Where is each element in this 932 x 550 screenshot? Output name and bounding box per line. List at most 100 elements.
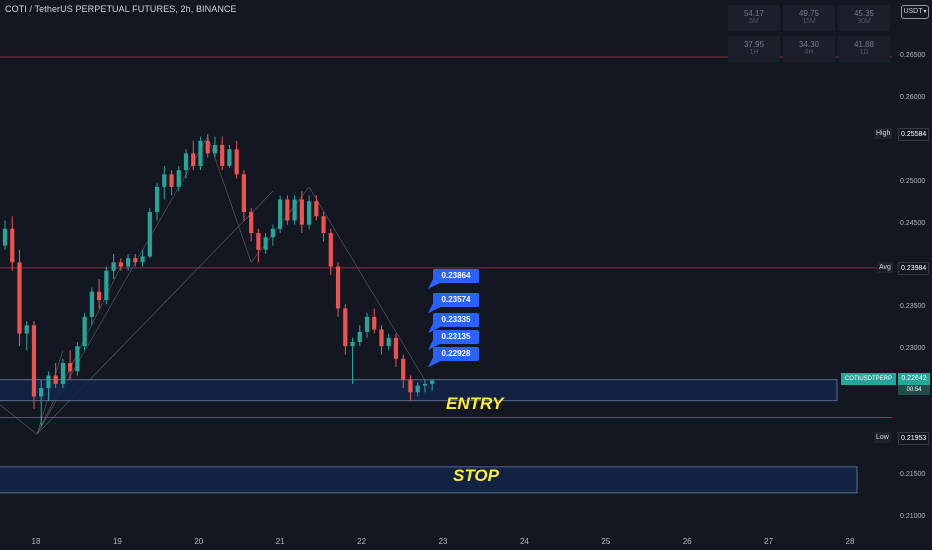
current-symbol: COTIUSDTPERP xyxy=(841,373,896,385)
candle-body xyxy=(191,153,196,166)
candle-body xyxy=(133,258,138,263)
candle xyxy=(183,149,189,179)
candle-body xyxy=(350,341,355,347)
candle xyxy=(176,165,181,192)
rsi-value: 49.75 xyxy=(798,9,820,18)
candle-body xyxy=(314,201,319,217)
candle xyxy=(379,325,384,355)
rsi-cell: 34.30 4H xyxy=(783,36,835,62)
chart-title: COTI / TetherUS PERPETUAL FUTURES, 2h, B… xyxy=(5,4,237,14)
candle-body xyxy=(306,201,312,225)
rsi-value: 41.88 xyxy=(853,40,875,49)
candle-body xyxy=(393,337,399,359)
candle-body xyxy=(241,174,247,213)
date-tick-label: 27 xyxy=(764,537,774,546)
rsi-value: 37.95 xyxy=(743,40,765,49)
candle-body xyxy=(60,362,66,384)
candle-body xyxy=(176,170,181,187)
candle xyxy=(430,378,435,391)
date-tick-label: 24 xyxy=(519,537,529,546)
candle xyxy=(321,212,326,242)
candle-body xyxy=(147,212,152,257)
candle xyxy=(68,350,73,380)
date-tick-label: 25 xyxy=(601,537,611,546)
candle-body xyxy=(17,262,22,334)
rsi-cell: 45.35 30M xyxy=(838,5,890,31)
candle-body xyxy=(256,233,261,250)
rsi-timeframe: 4H xyxy=(804,49,814,56)
fan-line xyxy=(308,186,433,393)
candle-body xyxy=(89,291,94,317)
candle xyxy=(162,165,167,200)
currency-label: USDT xyxy=(903,8,923,15)
candle xyxy=(82,312,87,351)
low-value: 0.21953 xyxy=(898,432,930,446)
candle xyxy=(140,249,145,267)
candle xyxy=(278,195,283,234)
candle-body xyxy=(386,337,391,347)
candle xyxy=(415,382,420,397)
price-tick-label: 0.26500 xyxy=(900,52,926,59)
candle xyxy=(198,136,203,171)
candle xyxy=(169,170,174,196)
candle-body xyxy=(140,256,145,263)
candle xyxy=(104,266,109,305)
price-tick-label: 0.21000 xyxy=(900,513,926,520)
current-price-badge: COTIUSDTPERP 0.22642 00:54 xyxy=(841,373,930,395)
candle xyxy=(154,182,160,221)
current-price: 0.22642 xyxy=(898,373,930,385)
rsi-timeframe: 5M xyxy=(749,18,759,25)
candle xyxy=(372,308,377,334)
candle xyxy=(328,228,333,275)
candle xyxy=(2,220,8,250)
candle xyxy=(118,258,123,271)
avg-value: 0.23984 xyxy=(898,261,930,275)
candle-body xyxy=(10,228,15,263)
candle xyxy=(285,195,290,225)
candle-body xyxy=(53,375,58,384)
candle xyxy=(386,333,391,351)
currency-selector[interactable]: USDT▾ xyxy=(901,5,929,19)
target-label[interactable]: 0.23335 xyxy=(433,313,479,328)
date-tick-label: 23 xyxy=(438,537,448,546)
candle-body xyxy=(270,228,275,238)
rsi-cell: 49.75 15M xyxy=(783,5,835,31)
candle-body xyxy=(335,266,341,309)
date-tick-label: 22 xyxy=(357,537,367,546)
candle-body xyxy=(162,174,167,187)
price-tick-label: 0.21500 xyxy=(900,471,926,479)
rsi-cell: 41.88 1D xyxy=(838,36,890,62)
candle-body xyxy=(408,379,413,393)
rsi-value: 54.17 xyxy=(743,9,765,18)
target-label[interactable]: 0.23574 xyxy=(433,293,479,308)
target-label[interactable]: 0.23864 xyxy=(433,268,479,283)
target-label[interactable]: 0.23135 xyxy=(433,330,479,345)
candle-body xyxy=(299,199,304,225)
candle xyxy=(75,341,80,376)
candle xyxy=(270,224,275,246)
candle xyxy=(292,195,297,225)
candle xyxy=(263,233,268,254)
stop-zone xyxy=(0,466,858,494)
candle xyxy=(343,304,348,355)
candle xyxy=(227,145,232,168)
rsi-value: 34.30 xyxy=(798,40,820,49)
rsi-value: 45.35 xyxy=(853,9,875,18)
target-label[interactable]: 0.22928 xyxy=(433,347,479,362)
candle xyxy=(364,312,370,338)
price-tick-label: 0.25000 xyxy=(900,177,926,185)
candle xyxy=(299,191,304,234)
rsi-timeframe: 1H xyxy=(749,49,759,56)
candle-body xyxy=(169,174,174,187)
candle-body xyxy=(372,316,377,330)
candle-body xyxy=(82,316,87,347)
date-tick-label: 19 xyxy=(112,537,122,546)
candle xyxy=(125,253,131,271)
price-tick-label: 0.24500 xyxy=(900,219,926,227)
candle-body xyxy=(183,153,189,171)
candle xyxy=(408,375,413,401)
candle xyxy=(241,170,247,221)
candle-body xyxy=(2,228,8,246)
